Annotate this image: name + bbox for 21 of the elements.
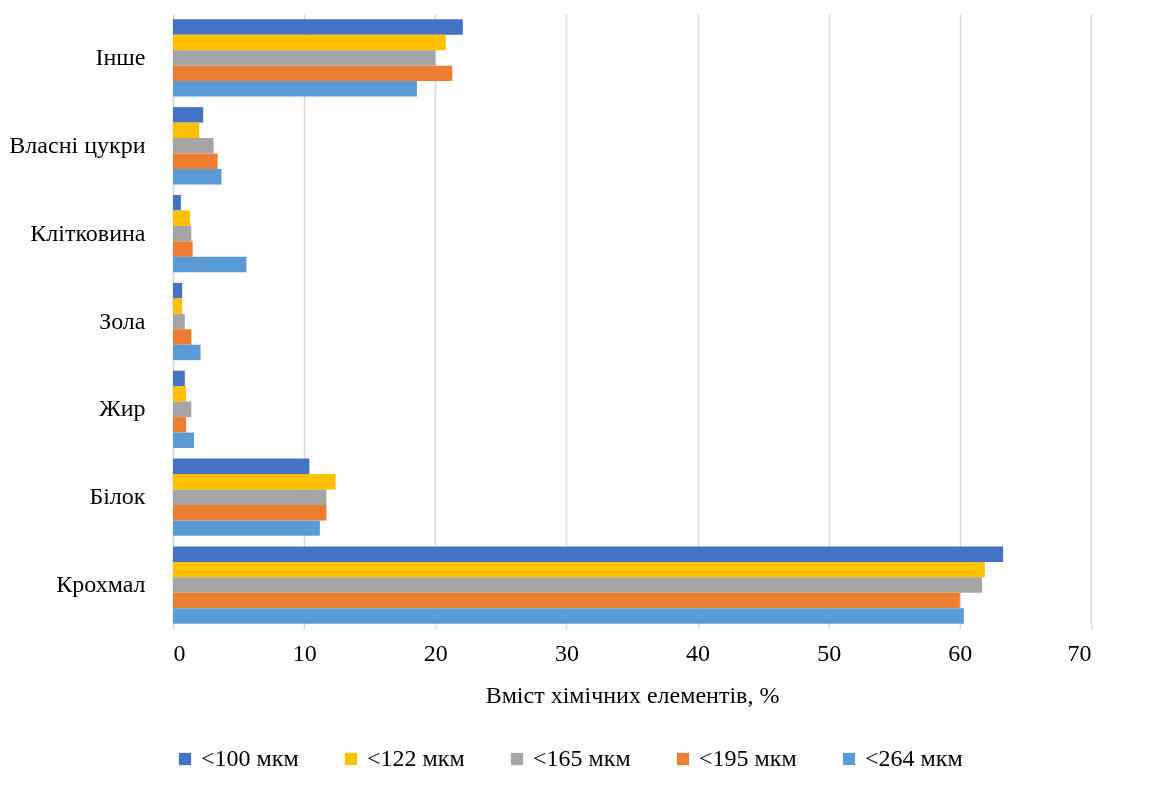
x-tick-label: 70 (1067, 639, 1092, 666)
legend-label: <195 мкм (699, 745, 797, 771)
x-axis-title: Вміст хімічних елементів, % (485, 681, 780, 708)
x-tick-label: 10 (292, 639, 317, 666)
x-tick-label: 60 (948, 639, 973, 666)
x-tick-label: 20 (423, 639, 448, 666)
x-tick-label: 40 (686, 639, 711, 666)
legend-label: <122 мкм (367, 745, 465, 771)
x-tick-label: 50 (817, 639, 842, 666)
legend-label: <100 мкм (201, 745, 299, 771)
x-tick-label: 30 (554, 639, 579, 666)
legend-label: <165 мкм (533, 745, 631, 771)
y-tick-label: Крохмал (56, 571, 146, 598)
y-tick-label: Клітковина (30, 219, 146, 246)
y-tick-label: Жир (99, 395, 146, 422)
x-tick-label: 0 (173, 639, 186, 666)
y-tick-label: Білок (89, 483, 146, 510)
y-tick-label: Власні цукри (9, 131, 146, 158)
legend-label: <264 мкм (865, 745, 963, 771)
y-tick-label: Інше (95, 43, 146, 70)
y-tick-label: Зола (99, 307, 146, 334)
